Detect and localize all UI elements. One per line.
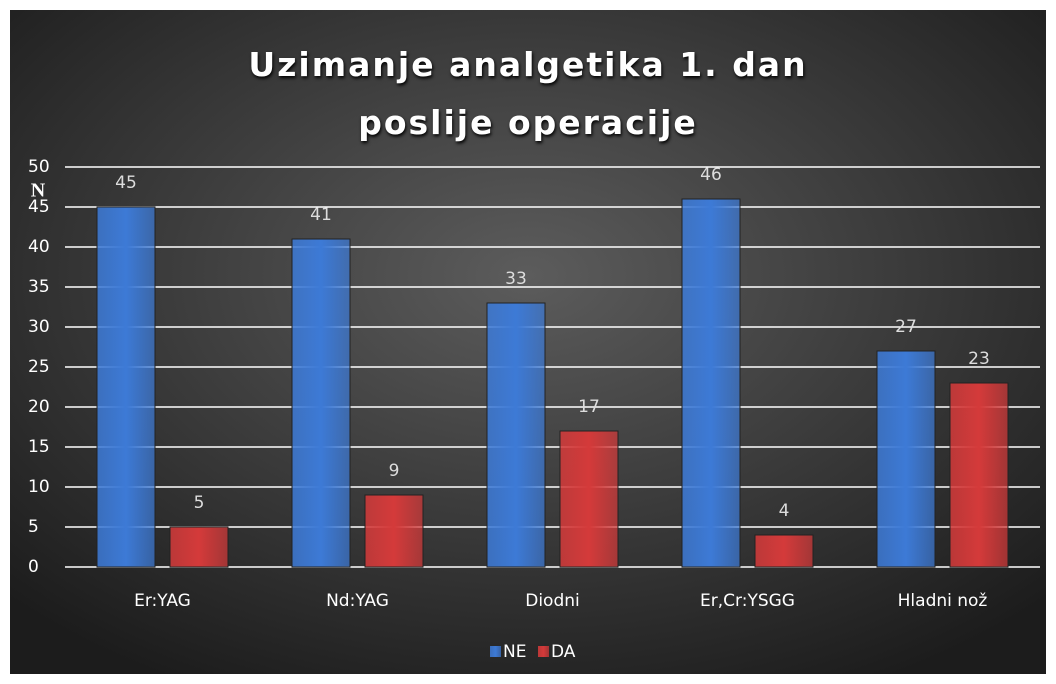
legend-swatch <box>538 646 549 657</box>
value-label: 41 <box>310 205 332 225</box>
y-tick-label: 15 <box>28 437 50 457</box>
bar <box>681 198 741 568</box>
value-label: 46 <box>700 165 722 185</box>
value-label: 23 <box>968 349 990 369</box>
value-label: 45 <box>115 173 137 193</box>
bar <box>949 382 1009 568</box>
y-tick-label: 45 <box>28 197 50 217</box>
x-tick-label: Diodni <box>525 591 580 611</box>
x-tick-label: Nd:YAG <box>326 591 389 611</box>
legend-label: DA <box>551 642 576 662</box>
y-tick-label: 35 <box>28 277 50 297</box>
legend-swatch <box>490 646 501 657</box>
y-tick-label: 25 <box>28 357 50 377</box>
bar <box>486 302 546 568</box>
value-label: 5 <box>194 493 205 513</box>
bar <box>364 494 424 568</box>
y-tick-label: 20 <box>28 397 50 417</box>
value-label: 17 <box>578 397 600 417</box>
value-label: 9 <box>389 461 400 481</box>
bar <box>876 350 936 568</box>
bar <box>96 206 156 568</box>
value-label: 33 <box>505 269 527 289</box>
legend-label: NE <box>503 642 526 662</box>
x-tick-label: Er:YAG <box>134 591 191 611</box>
value-label: 4 <box>779 501 790 521</box>
y-tick-label: 40 <box>28 237 50 257</box>
bar <box>291 238 351 568</box>
y-axis-label: N <box>31 180 46 202</box>
y-tick-label: 0 <box>28 557 39 577</box>
value-label: 27 <box>895 317 917 337</box>
bar <box>559 430 619 568</box>
y-tick-label: 5 <box>28 517 39 537</box>
x-tick-label: Er,Cr:YSGG <box>700 591 795 611</box>
bar <box>169 526 229 568</box>
x-tick-label: Hladni nož <box>898 591 988 611</box>
y-tick-label: 10 <box>28 477 50 497</box>
chart-title: Uzimanje analgetika 1. dan poslije opera… <box>248 45 808 142</box>
bar <box>754 534 814 568</box>
y-tick-label: 30 <box>28 317 50 337</box>
y-tick-label: 50 <box>28 157 50 177</box>
